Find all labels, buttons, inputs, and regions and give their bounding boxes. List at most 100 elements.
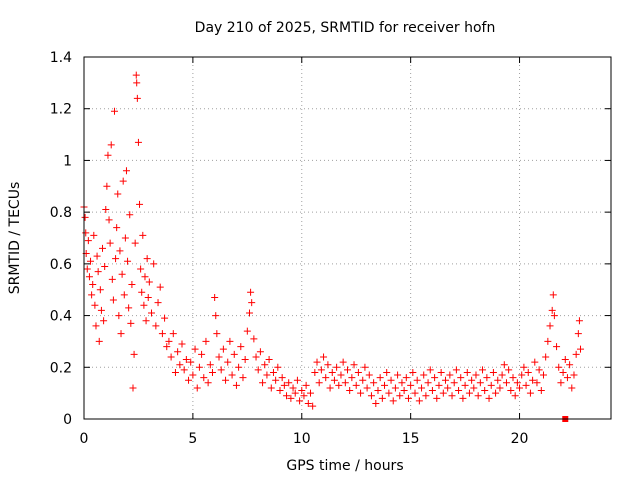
data-point (439, 389, 447, 397)
data-point (82, 229, 90, 237)
data-point (206, 361, 214, 369)
data-point (418, 384, 426, 392)
data-point (127, 319, 135, 327)
data-point (435, 381, 443, 389)
data-point (452, 366, 460, 374)
data-point (103, 182, 111, 190)
data-point (178, 340, 186, 348)
data-point (549, 291, 557, 299)
data-point (426, 366, 434, 374)
data-point (248, 299, 256, 307)
data-point (333, 363, 341, 371)
data-point (193, 384, 201, 392)
data-point (320, 353, 328, 361)
data-point (500, 361, 508, 369)
data-point (108, 275, 116, 283)
data-point (413, 376, 421, 384)
data-point (400, 387, 408, 395)
data-point (531, 358, 539, 366)
data-point (88, 291, 96, 299)
data-point (502, 379, 510, 387)
data-point (95, 337, 103, 345)
data-point (145, 278, 153, 286)
data-point (424, 379, 432, 387)
data-point (150, 260, 158, 268)
data-point (124, 257, 132, 265)
data-point (263, 371, 271, 379)
data-point (313, 358, 321, 366)
data-point (487, 381, 495, 389)
data-point (132, 71, 140, 79)
data-point (577, 345, 585, 353)
data-point (191, 345, 199, 353)
data-point (524, 368, 532, 376)
data-point (246, 309, 254, 317)
data-point (341, 379, 349, 387)
data-point (391, 384, 399, 392)
data-point (409, 368, 417, 376)
data-point (224, 358, 232, 366)
data-point (444, 384, 452, 392)
data-point (213, 330, 221, 338)
data-point (324, 361, 332, 369)
data-point (544, 337, 552, 345)
data-point (561, 356, 569, 364)
data-point (372, 399, 380, 407)
data-point (568, 384, 576, 392)
data-point (83, 265, 91, 273)
data-point (243, 327, 251, 335)
data-point (94, 268, 102, 276)
data-point (300, 392, 308, 400)
data-point (274, 363, 282, 371)
data-point (180, 366, 188, 374)
data-point (114, 190, 122, 198)
data-point (546, 322, 554, 330)
data-point (104, 151, 112, 159)
data-point (533, 379, 541, 387)
data-point (96, 286, 104, 294)
x-tick-label: 10 (293, 431, 311, 447)
data-point (208, 368, 216, 376)
data-point (407, 381, 415, 389)
data-point (139, 231, 147, 239)
data-point (472, 371, 480, 379)
data-point (498, 371, 506, 379)
data-point (202, 337, 210, 345)
data-point (461, 381, 469, 389)
data-point (422, 392, 430, 400)
data-point (140, 301, 148, 309)
data-point (574, 330, 582, 338)
data-point (283, 392, 291, 400)
data-point (120, 291, 128, 299)
data-point (511, 392, 519, 400)
data-point (189, 371, 197, 379)
data-point (222, 376, 230, 384)
data-point (463, 368, 471, 376)
data-point (219, 345, 227, 353)
data-point (293, 376, 301, 384)
data-point (328, 368, 336, 376)
x-tick-label: 15 (402, 431, 420, 447)
data-points (80, 71, 585, 410)
data-point (396, 392, 404, 400)
data-point (265, 356, 273, 364)
data-point (109, 296, 117, 304)
data-point (280, 381, 288, 389)
data-point (87, 257, 95, 265)
data-point (387, 376, 395, 384)
y-tick-label: 0.2 (50, 360, 72, 376)
data-point (144, 293, 152, 301)
data-point (217, 366, 225, 374)
data-point (441, 376, 449, 384)
data-point (167, 353, 175, 361)
data-point (492, 389, 500, 397)
data-point (142, 317, 150, 325)
data-point (182, 356, 190, 364)
data-point (256, 348, 264, 356)
data-point (232, 381, 240, 389)
data-point (211, 293, 219, 301)
data-point (381, 381, 389, 389)
data-point (198, 350, 206, 358)
data-point (187, 358, 195, 366)
data-point (285, 379, 293, 387)
